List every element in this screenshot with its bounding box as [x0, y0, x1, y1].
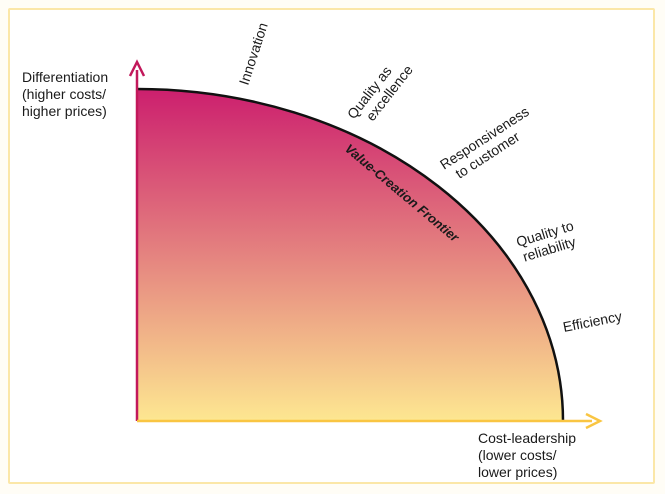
y-axis-arrowhead [128, 59, 146, 77]
frontier-area [137, 89, 563, 421]
y-axis-label: Differentiation (higher costs/ higher pr… [22, 69, 109, 119]
x-axis-label: Cost-leadership (lower costs/ lower pric… [478, 430, 577, 480]
segment-label-responsiveness: Responsiveness to customer [437, 101, 544, 186]
frontier-curve [136, 87, 565, 422]
segment-label-quality-to-reliability: Quality to reliability [514, 216, 584, 265]
segment-label-innovation: Innovation [236, 21, 271, 87]
segment-label-quality-as-excellence: Quality as excellence [344, 52, 416, 132]
x-axis-arrowhead [585, 412, 603, 430]
segment-label-efficiency: Efficiency [562, 308, 624, 335]
